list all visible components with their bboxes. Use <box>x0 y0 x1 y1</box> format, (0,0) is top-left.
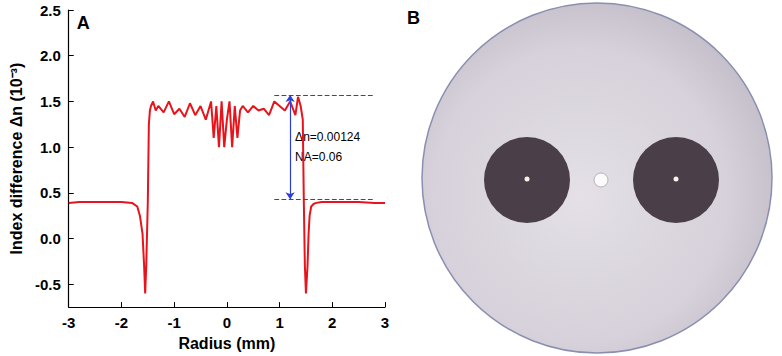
svg-text:2: 2 <box>328 314 336 331</box>
svg-text:1.5: 1.5 <box>40 93 61 110</box>
svg-text:-2: -2 <box>115 314 128 331</box>
svg-text:2.0: 2.0 <box>40 47 61 64</box>
svg-text:Δn=0.00124: Δn=0.00124 <box>295 130 360 144</box>
svg-text:0.5: 0.5 <box>40 184 61 201</box>
svg-text:-3: -3 <box>62 314 75 331</box>
svg-text:B: B <box>407 8 420 28</box>
svg-text:1.0: 1.0 <box>40 139 61 156</box>
svg-text:NA=0.06: NA=0.06 <box>295 150 343 165</box>
svg-text:A: A <box>77 13 90 33</box>
svg-text:-1: -1 <box>167 314 180 331</box>
svg-text:0.0: 0.0 <box>40 230 61 247</box>
svg-text:2.5: 2.5 <box>40 2 61 19</box>
svg-text:Index difference Δn (10⁻³): Index difference Δn (10⁻³) <box>8 63 25 255</box>
svg-text:3: 3 <box>381 314 389 331</box>
svg-text:-0.5: -0.5 <box>35 276 61 293</box>
svg-text:Radius (mm): Radius (mm) <box>178 335 275 352</box>
svg-text:0: 0 <box>223 314 231 331</box>
svg-text:1: 1 <box>275 314 283 331</box>
